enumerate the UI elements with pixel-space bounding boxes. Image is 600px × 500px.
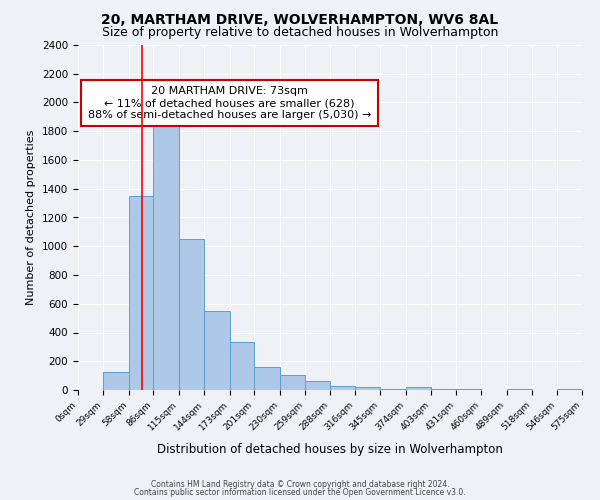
Y-axis label: Number of detached properties: Number of detached properties	[26, 130, 37, 305]
Text: Contains HM Land Registry data © Crown copyright and database right 2024.: Contains HM Land Registry data © Crown c…	[151, 480, 449, 489]
Bar	[305, 382, 331, 390]
Text: 20 MARTHAM DRIVE: 73sqm
← 11% of detached houses are smaller (628)
88% of semi-d: 20 MARTHAM DRIVE: 73sqm ← 11% of detache…	[88, 86, 371, 120]
Text: Size of property relative to detached houses in Wolverhampton: Size of property relative to detached ho…	[102, 26, 498, 39]
Bar	[355, 387, 380, 390]
X-axis label: Distribution of detached houses by size in Wolverhampton: Distribution of detached houses by size …	[157, 443, 503, 456]
Text: 20, MARTHAM DRIVE, WOLVERHAMPTON, WV6 8AL: 20, MARTHAM DRIVE, WOLVERHAMPTON, WV6 8A…	[101, 12, 499, 26]
Bar	[254, 367, 280, 390]
Bar	[129, 196, 154, 390]
Text: Contains public sector information licensed under the Open Government Licence v3: Contains public sector information licen…	[134, 488, 466, 497]
Bar	[103, 372, 129, 390]
Bar	[380, 388, 406, 390]
Bar	[406, 387, 431, 390]
Bar	[331, 386, 355, 390]
Bar	[230, 342, 254, 390]
Bar	[154, 117, 179, 390]
Bar	[506, 388, 532, 390]
Bar	[431, 388, 456, 390]
Bar	[280, 375, 305, 390]
Bar	[204, 311, 230, 390]
Bar	[179, 239, 204, 390]
